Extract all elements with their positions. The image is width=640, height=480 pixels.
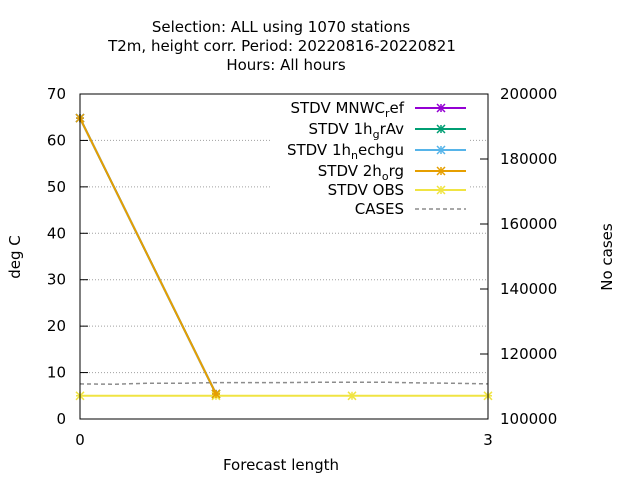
legend-entry-1: STDV 1hgrAv (309, 120, 466, 141)
y2-tick-label-120000: 120000 (500, 345, 557, 363)
series-layer (75, 113, 493, 401)
legend-entry-4: STDV OBS (328, 181, 466, 199)
legend-background (272, 97, 468, 215)
title-line-2: T2m, height corr. Period: 20220816-20220… (107, 37, 456, 55)
axis-ticks: 0102030405060701000001200001400001600001… (47, 85, 557, 449)
legend-label-4-pre: STDV OBS (328, 181, 404, 199)
legend-label-0-sub: r (385, 107, 390, 120)
legend-label-2-sub: n (351, 149, 358, 162)
series-4 (75, 391, 493, 401)
legend-label-2-pre: STDV 1h (287, 141, 351, 159)
legend-marker-4-d2 (436, 185, 446, 195)
legend-label-3-post: rg (389, 162, 404, 180)
title-line-3: Hours: All hours (226, 56, 345, 74)
chart-title: Selection: ALL using 1070 stations T2m, … (107, 18, 456, 74)
legend-marker-1-d2 (436, 124, 446, 134)
y-tick-label-70: 70 (47, 85, 66, 103)
series-line-3 (79, 117, 217, 395)
y-tick-label-10: 10 (47, 364, 66, 382)
y2-tick-label-160000: 160000 (500, 215, 557, 233)
legend-label-1-sub: g (373, 128, 380, 141)
legend-entry-0: STDV MNWCref (290, 99, 466, 120)
series-3 (75, 113, 221, 399)
y-tick-label-0: 0 (56, 410, 66, 428)
legend-label-3-pre: STDV 2h (318, 162, 382, 180)
y2-tick-label-100000: 100000 (500, 410, 557, 428)
y2-tick-label-180000: 180000 (500, 150, 557, 168)
legend-marker-3 (436, 166, 446, 176)
y-tick-label-60: 60 (47, 131, 66, 149)
legend-label-4: STDV OBS (328, 181, 404, 199)
series-line-5 (79, 381, 489, 385)
title-line-1: Selection: ALL using 1070 stations (152, 18, 411, 36)
legend-label-1-post: rAv (380, 120, 405, 138)
legend-label-3-sub: o (382, 170, 389, 183)
plot-frame (79, 93, 489, 420)
x-axis-label: Forecast length (223, 456, 339, 474)
y-tick-label-30: 30 (47, 271, 66, 289)
legend-label-2-post: echgu (358, 141, 404, 159)
x-tick-label-0: 0 (75, 431, 85, 449)
series-3-point-1-d2 (211, 389, 221, 399)
legend-label-3: STDV 2horg (318, 162, 404, 183)
plot-border (79, 93, 489, 420)
legend-label-5-pre: CASES (355, 200, 404, 218)
legend-label-5: CASES (355, 200, 404, 218)
y2-tick-label-200000: 200000 (500, 85, 557, 103)
legend-marker-4 (436, 185, 446, 195)
series-4-point-2 (347, 391, 357, 401)
legend-marker-1 (436, 124, 446, 134)
legend-marker-0-d2 (436, 103, 446, 113)
legend-marker-3-d2 (436, 166, 446, 176)
legend-entry-2: STDV 1hnechgu (287, 141, 466, 162)
y2-axis-label: No cases (598, 223, 616, 291)
legend-label-1: STDV 1hgrAv (309, 120, 405, 141)
x-tick-label-3: 3 (483, 431, 493, 449)
y-tick-label-40: 40 (47, 224, 66, 242)
y2-tick-label-140000: 140000 (500, 280, 557, 298)
legend-label-0-post: ef (389, 99, 404, 117)
series-4-point-2-d2 (347, 391, 357, 401)
legend-box (272, 97, 468, 215)
legend-label-0-pre: STDV MNWC (290, 99, 384, 117)
legend-marker-0 (436, 103, 446, 113)
legend-entry-3: STDV 2horg (318, 162, 466, 183)
legend-label-0: STDV MNWCref (290, 99, 404, 120)
series-5 (79, 381, 489, 385)
y-axis-label: deg C (6, 235, 24, 279)
y-tick-label-50: 50 (47, 178, 66, 196)
legend-marker-2-d2 (436, 145, 446, 155)
y-tick-label-20: 20 (47, 317, 66, 335)
legend-marker-2 (436, 145, 446, 155)
legend-label-2: STDV 1hnechgu (287, 141, 404, 162)
legend-entry-5: CASES (355, 200, 466, 218)
series-3-point-1 (211, 389, 221, 399)
legend-label-1-pre: STDV 1h (309, 120, 373, 138)
